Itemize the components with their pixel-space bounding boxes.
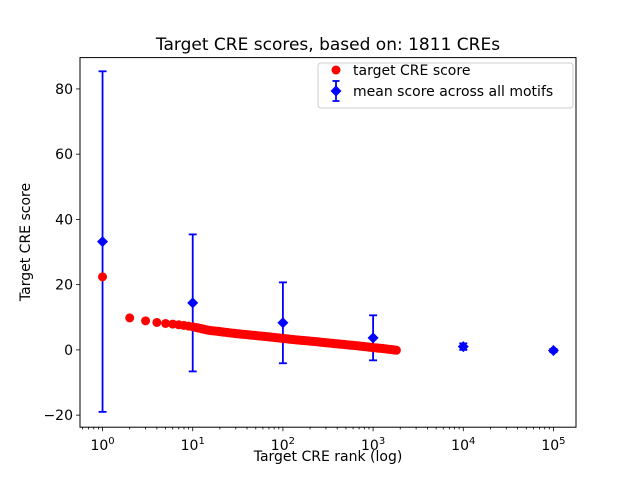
mean-score-diamond-marker [367,332,379,344]
y-tick-label: 40 [55,212,73,228]
y-tick-label: 0 [64,343,73,359]
x-tick-label: 101 [181,436,205,454]
y-tick-label: 20 [55,278,73,294]
x-tick-label: 103 [361,436,385,454]
mean-score-diamond-marker [277,317,289,329]
x-tick-label: 104 [451,436,475,454]
legend: target CRE score mean score across all m… [317,62,574,109]
axes-layer: 100 101 102 103 104 105 −20 0 20 40 60 80 [43,57,577,454]
target-score-dot [125,313,135,323]
mean-score-diamond-marker [97,236,109,248]
mean-score-errorbar-series [97,70,559,413]
chart-title: Target CRE scores, based on: 1811 CREs [155,35,500,55]
y-tick-label: 60 [55,147,73,163]
legend-target-score-circle-icon [331,65,341,75]
x-tick-label: 105 [541,436,565,454]
legend-label-target-score: target CRE score [353,63,470,79]
y-tick-label: 80 [55,82,73,98]
target-score-dot [98,272,108,282]
y-tick-label: −20 [43,408,73,424]
legend-mean-score-diamond-errorbar-icon [330,80,342,102]
legend-label-mean-score: mean score across all motifs [353,84,553,100]
x-axis-label: Target CRE rank (log) [253,449,403,465]
mean-score-diamond-marker [547,345,559,357]
target-score-dot [152,317,162,327]
plot-border [79,57,577,428]
target-score-scatter-series [98,272,401,355]
x-tick-label: 102 [271,436,295,454]
x-tick-label: 100 [90,436,114,454]
mean-score-diamond-marker [457,341,469,353]
target-score-dot [141,316,151,326]
target-score-dot-band [192,323,401,355]
legend-box [317,62,574,109]
mean-score-diamond-marker [187,297,199,309]
y-axis-label: Target CRE score [18,183,34,302]
target-score-dot [161,318,171,328]
